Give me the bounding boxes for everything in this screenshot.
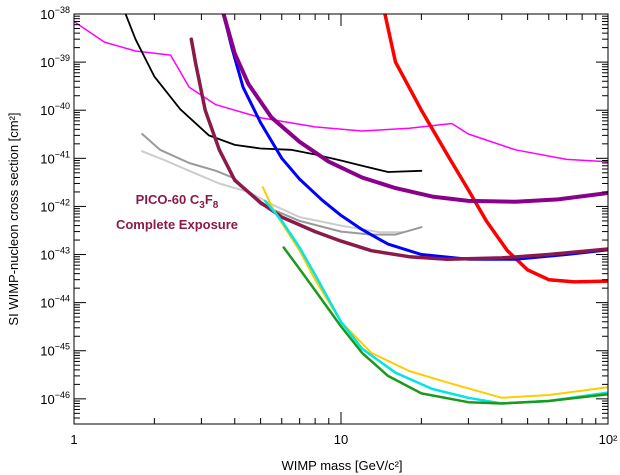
y-tick-label: 10−40: [40, 101, 70, 118]
series-line-8: [189, 37, 608, 261]
annotation-line-1: PICO-60 C3F8: [136, 192, 219, 211]
y-axis-title: SI WIMP-nucleon cross section [cm²]: [6, 112, 21, 325]
annotation-line-2: Complete Exposure: [116, 217, 238, 232]
x-tick-label: 10: [334, 432, 348, 447]
series-line-2: [124, 14, 423, 173]
x-tick-label: 10²: [599, 432, 618, 447]
x-tick-label: 1: [70, 432, 77, 447]
series-line-5: [383, 14, 608, 284]
y-tick-label: 10−46: [40, 390, 70, 407]
y-tick-label: 10−41: [40, 149, 70, 166]
series-line-11: [282, 246, 608, 405]
series-layer: [74, 14, 608, 405]
series-line-7: [221, 14, 608, 204]
series-line-9: [261, 186, 608, 399]
y-tick-label: 10−44: [40, 294, 70, 311]
y-tick-label: 10−45: [40, 342, 70, 359]
x-axis-title: WIMP mass [GeV/c²]: [281, 458, 402, 473]
y-tick-label: 10−42: [40, 197, 70, 214]
y-tick-label: 10−38: [40, 5, 70, 22]
axis-layer: 1 10 10² 10−38 10−39 10−40 10−41 10−42 10−43 10−4…: [40, 5, 618, 447]
y-tick-label: 10−39: [40, 53, 70, 70]
annotation-pico60: PICO-60 C3F8 Complete Exposure: [116, 192, 238, 232]
series-line-1: [74, 20, 608, 163]
y-tick-label: 10−43: [40, 246, 70, 263]
